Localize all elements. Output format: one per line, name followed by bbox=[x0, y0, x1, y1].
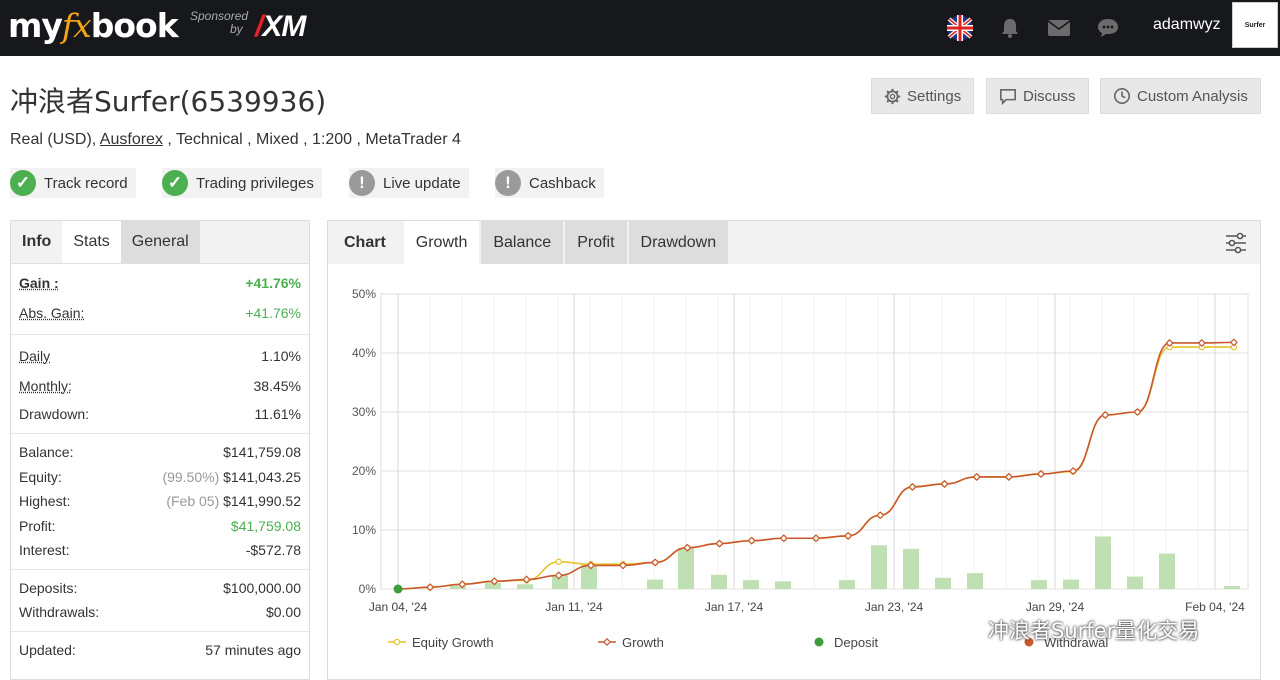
tab-drawdown[interactable]: Drawdown bbox=[629, 221, 729, 264]
stats-panel: Info Stats General Gain : +41.76% Abs. Ga… bbox=[10, 220, 310, 680]
myfxbook-logo[interactable]: myfxbook bbox=[8, 6, 178, 45]
discuss-button[interactable]: Discuss bbox=[986, 78, 1089, 114]
custom-analysis-button[interactable]: Custom Analysis bbox=[1100, 78, 1261, 114]
tab-stats[interactable]: Stats bbox=[62, 221, 120, 263]
filter-settings-icon[interactable] bbox=[1224, 231, 1248, 260]
profit-bar bbox=[1063, 580, 1079, 589]
clock-icon bbox=[1113, 87, 1131, 105]
stats-tabs: Info Stats General bbox=[11, 221, 309, 264]
stat-monthly: Monthly: 38.45% bbox=[19, 371, 301, 401]
profit-bar bbox=[839, 580, 855, 589]
profit-bar bbox=[871, 545, 887, 589]
tab-profit[interactable]: Profit bbox=[565, 221, 626, 264]
y-tick-label: 30% bbox=[352, 405, 376, 419]
check-icon: ✓ bbox=[162, 170, 188, 196]
stat-withdrawals: Withdrawals: $0.00 bbox=[19, 600, 301, 625]
legend-marker bbox=[604, 639, 610, 645]
profit-bar bbox=[1127, 577, 1143, 589]
tab-chart[interactable]: Chart bbox=[328, 221, 402, 264]
profit-bar bbox=[1031, 580, 1047, 589]
stat-balance: Balance: $141,759.08 bbox=[19, 440, 301, 465]
profit-bar bbox=[903, 549, 919, 589]
legend-marker bbox=[394, 639, 399, 644]
y-tick-label: 10% bbox=[352, 523, 376, 537]
profit-bar bbox=[935, 578, 951, 589]
chart-panel: Chart Growth Balance Profit Drawdown 0% 1… bbox=[327, 220, 1261, 680]
x-tick-label: Feb 04, '24 bbox=[1185, 600, 1245, 614]
stat-daily: Daily 1.10% bbox=[19, 341, 301, 371]
broker-link[interactable]: Ausforex bbox=[100, 131, 163, 148]
x-tick-label: Jan 04, '24 bbox=[369, 600, 428, 614]
top-navbar: myfxbook Sponsored by /XM adamwyz Surfer bbox=[0, 0, 1280, 56]
account-subtitle: Real (USD), Ausforex , Technical , Mixed… bbox=[10, 131, 461, 149]
profit-bar bbox=[743, 580, 759, 589]
stat-gain: Gain : +41.76% bbox=[19, 268, 301, 298]
stat-highest: Highest: (Feb 05) $141,990.52 bbox=[19, 489, 301, 514]
legend-label: Equity Growth bbox=[412, 635, 494, 650]
y-tick-label: 50% bbox=[352, 287, 376, 301]
tab-info[interactable]: Info bbox=[11, 221, 62, 263]
tab-general[interactable]: General bbox=[121, 221, 200, 263]
exclamation-icon: ! bbox=[495, 170, 521, 196]
uk-flag-icon[interactable] bbox=[946, 14, 974, 42]
series-point bbox=[556, 559, 561, 564]
badge-trading-privileges[interactable]: ✓ Trading privileges bbox=[162, 168, 322, 198]
check-icon: ✓ bbox=[10, 170, 36, 196]
watermark-text: 冲浪者Surfer量化交易 bbox=[988, 615, 1199, 645]
x-tick-label: Jan 29, '24 bbox=[1026, 600, 1085, 614]
stat-profit: Profit: $41,759.08 bbox=[19, 514, 301, 539]
settings-button[interactable]: Settings bbox=[871, 78, 974, 114]
x-tick-label: Jan 23, '24 bbox=[865, 600, 924, 614]
profit-bar bbox=[967, 573, 983, 589]
profit-bar bbox=[517, 584, 533, 589]
comment-icon bbox=[999, 88, 1017, 105]
stat-drawdown: Drawdown: 11.61% bbox=[19, 401, 301, 427]
profit-bar bbox=[711, 575, 727, 589]
y-tick-label: 20% bbox=[352, 464, 376, 478]
stat-interest: Interest: -$572.78 bbox=[19, 538, 301, 563]
x-tick-label: Jan 17, '24 bbox=[705, 600, 764, 614]
mail-icon[interactable] bbox=[1045, 14, 1073, 42]
legend-label: Deposit bbox=[834, 635, 878, 650]
profit-bar bbox=[1159, 554, 1175, 589]
legend-dot bbox=[815, 638, 824, 647]
deposit-point bbox=[394, 585, 403, 594]
stat-deposits: Deposits: $100,000.00 bbox=[19, 576, 301, 601]
tab-growth[interactable]: Growth bbox=[404, 221, 480, 264]
chat-icon[interactable] bbox=[1094, 14, 1122, 42]
stat-updated: Updated: 57 minutes ago bbox=[19, 638, 301, 663]
y-tick-label: 0% bbox=[359, 582, 377, 596]
badge-live-update[interactable]: ! Live update bbox=[349, 168, 469, 198]
badge-cashback[interactable]: ! Cashback bbox=[495, 168, 604, 198]
tab-balance[interactable]: Balance bbox=[481, 221, 563, 264]
chart-tabs: Chart Growth Balance Profit Drawdown bbox=[328, 221, 1260, 264]
profit-bar bbox=[1224, 586, 1240, 589]
avatar[interactable]: Surfer bbox=[1232, 2, 1278, 48]
xm-logo[interactable]: /XM bbox=[255, 10, 305, 44]
sponsored-label: Sponsored by bbox=[190, 10, 248, 36]
exclamation-icon: ! bbox=[349, 170, 375, 196]
profit-bar bbox=[678, 548, 694, 589]
stat-abs-gain: Abs. Gain: +41.76% bbox=[19, 298, 301, 328]
page-title: 冲浪者Surfer(6539936) bbox=[10, 80, 326, 120]
bell-icon[interactable] bbox=[996, 14, 1024, 42]
username[interactable]: adamwyz bbox=[1153, 16, 1221, 34]
profit-bar bbox=[647, 580, 663, 589]
gear-icon bbox=[884, 88, 901, 105]
stat-equity: Equity: (99.50%) $141,043.25 bbox=[19, 465, 301, 490]
profit-bar bbox=[775, 581, 791, 589]
legend-label: Growth bbox=[622, 635, 664, 650]
x-tick-label: Jan 11, '24 bbox=[545, 600, 603, 614]
profit-bar bbox=[1095, 536, 1111, 589]
y-tick-label: 40% bbox=[352, 346, 376, 360]
badge-track-record[interactable]: ✓ Track record bbox=[10, 168, 136, 198]
